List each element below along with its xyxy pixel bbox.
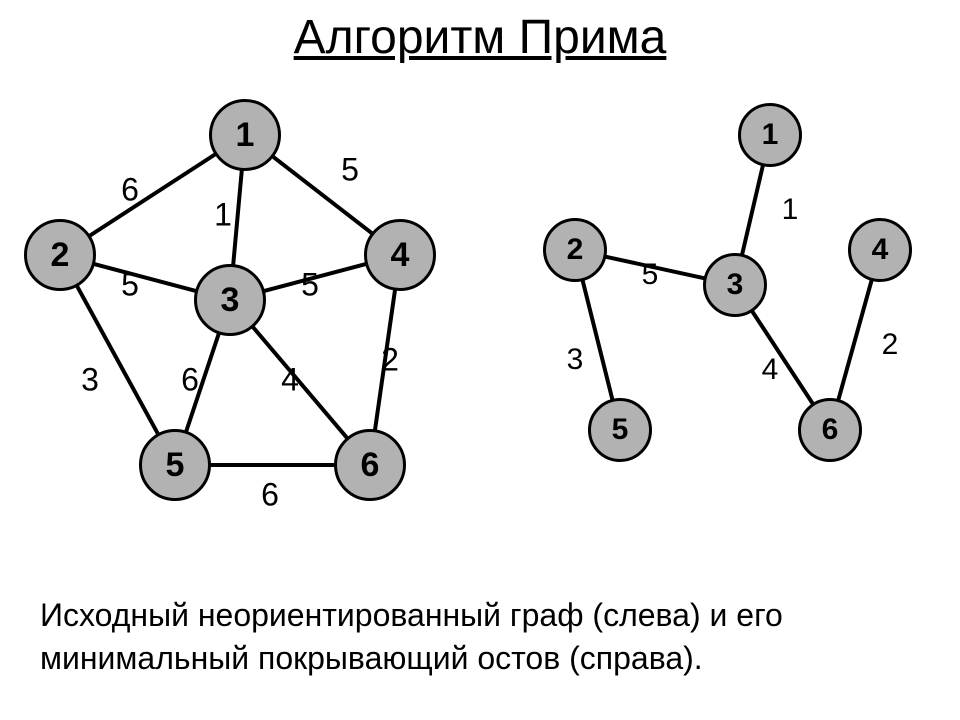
edge <box>742 164 763 256</box>
edge-weight: 3 <box>567 343 584 377</box>
graph-node: 5 <box>588 398 652 462</box>
graph-node: 2 <box>543 218 607 282</box>
edge-weight: 2 <box>381 342 399 379</box>
edge <box>76 285 158 435</box>
edge <box>838 279 872 401</box>
graph-node: 6 <box>334 429 406 501</box>
graph-node: 6 <box>798 398 862 462</box>
edge-weight: 2 <box>882 328 899 362</box>
edge-weight: 5 <box>121 267 139 304</box>
page-title: Алгоритм Прима <box>0 10 960 65</box>
edge-weight: 6 <box>181 362 199 399</box>
edge <box>582 279 612 401</box>
graph-node: 4 <box>364 219 436 291</box>
graph-node: 3 <box>703 253 767 317</box>
edge <box>233 169 242 266</box>
edge-weight: 5 <box>642 258 659 292</box>
graph-node: 4 <box>848 218 912 282</box>
edge-weight: 3 <box>81 362 99 399</box>
graph-node: 1 <box>209 99 281 171</box>
edge-weight: 6 <box>121 172 139 209</box>
caption-text: Исходный неориентированный граф (слева) … <box>40 594 920 680</box>
graph-node: 2 <box>24 219 96 291</box>
graph-node: 1 <box>738 103 802 167</box>
edge-weight: 1 <box>214 197 232 234</box>
edge <box>89 154 217 237</box>
edge-weight: 5 <box>341 152 359 189</box>
edge <box>93 264 197 292</box>
edge-weight: 5 <box>301 267 319 304</box>
graph-node: 3 <box>194 264 266 336</box>
edge-layer <box>0 80 960 600</box>
edge-weight: 4 <box>762 353 779 387</box>
graph-canvas: 615553642612345615342123456 <box>0 80 960 600</box>
edge-weight: 4 <box>281 362 299 399</box>
graph-node: 5 <box>139 429 211 501</box>
edge <box>252 326 348 439</box>
edge-weight: 6 <box>261 477 279 514</box>
edge-weight: 1 <box>782 193 799 227</box>
